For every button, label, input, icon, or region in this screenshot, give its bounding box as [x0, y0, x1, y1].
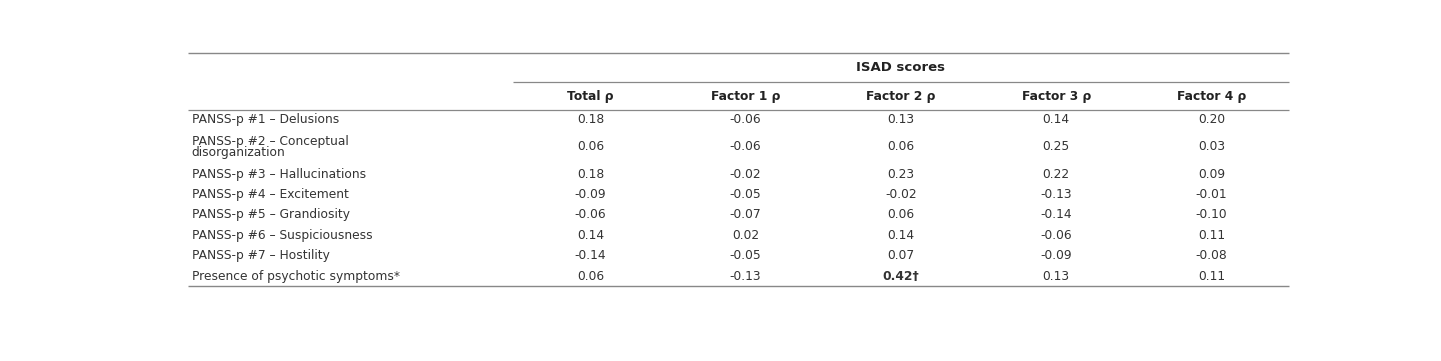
Text: -0.13: -0.13	[729, 270, 761, 283]
Text: 0.42†: 0.42†	[882, 270, 919, 283]
Text: 0.14: 0.14	[1043, 113, 1069, 126]
Text: -0.02: -0.02	[885, 188, 916, 201]
Text: 0.25: 0.25	[1043, 140, 1069, 153]
Text: 0.18: 0.18	[576, 113, 604, 126]
Text: 0.13: 0.13	[1043, 270, 1069, 283]
Text: -0.01: -0.01	[1196, 188, 1228, 201]
Text: 0.06: 0.06	[576, 140, 604, 153]
Text: Presence of psychotic symptoms*: Presence of psychotic symptoms*	[192, 270, 399, 283]
Text: 0.02: 0.02	[732, 229, 759, 242]
Text: PANSS-p #5 – Grandiosity: PANSS-p #5 – Grandiosity	[192, 208, 350, 221]
Text: Factor 3 ρ: Factor 3 ρ	[1022, 90, 1091, 103]
Text: 0.22: 0.22	[1043, 168, 1069, 180]
Text: -0.09: -0.09	[1040, 249, 1072, 262]
Text: -0.06: -0.06	[575, 208, 607, 221]
Text: PANSS-p #6 – Suspiciousness: PANSS-p #6 – Suspiciousness	[192, 229, 372, 242]
Text: PANSS-p #2 – Conceptual: PANSS-p #2 – Conceptual	[192, 135, 349, 148]
Text: -0.09: -0.09	[575, 188, 607, 201]
Text: 0.06: 0.06	[888, 208, 915, 221]
Text: -0.14: -0.14	[575, 249, 607, 262]
Text: 0.11: 0.11	[1197, 270, 1225, 283]
Text: PANSS-p #7 – Hostility: PANSS-p #7 – Hostility	[192, 249, 330, 262]
Text: 0.20: 0.20	[1197, 113, 1225, 126]
Text: PANSS-p #1 – Delusions: PANSS-p #1 – Delusions	[192, 113, 339, 126]
Text: -0.08: -0.08	[1196, 249, 1228, 262]
Text: 0.06: 0.06	[888, 140, 915, 153]
Text: 0.13: 0.13	[888, 113, 915, 126]
Text: -0.13: -0.13	[1040, 188, 1072, 201]
Text: Factor 4 ρ: Factor 4 ρ	[1177, 90, 1246, 103]
Text: 0.14: 0.14	[888, 229, 915, 242]
Text: -0.05: -0.05	[729, 188, 761, 201]
Text: PANSS-p #3 – Hallucinations: PANSS-p #3 – Hallucinations	[192, 168, 366, 180]
Text: 0.09: 0.09	[1197, 168, 1225, 180]
Text: 0.07: 0.07	[888, 249, 915, 262]
Text: disorganization: disorganization	[192, 147, 285, 160]
Text: 0.03: 0.03	[1197, 140, 1225, 153]
Text: 0.23: 0.23	[888, 168, 915, 180]
Text: -0.06: -0.06	[1040, 229, 1072, 242]
Text: -0.06: -0.06	[729, 140, 761, 153]
Text: -0.05: -0.05	[729, 249, 761, 262]
Text: Total ρ: Total ρ	[568, 90, 614, 103]
Text: 0.11: 0.11	[1197, 229, 1225, 242]
Text: 0.06: 0.06	[576, 270, 604, 283]
Text: ISAD scores: ISAD scores	[856, 61, 945, 74]
Text: Factor 1 ρ: Factor 1 ρ	[710, 90, 781, 103]
Text: -0.10: -0.10	[1196, 208, 1228, 221]
Text: Factor 2 ρ: Factor 2 ρ	[866, 90, 935, 103]
Text: -0.07: -0.07	[729, 208, 761, 221]
Text: -0.06: -0.06	[729, 113, 761, 126]
Text: 0.18: 0.18	[576, 168, 604, 180]
Text: 0.14: 0.14	[576, 229, 604, 242]
Text: PANSS-p #4 – Excitement: PANSS-p #4 – Excitement	[192, 188, 349, 201]
Text: -0.02: -0.02	[729, 168, 761, 180]
Text: -0.14: -0.14	[1040, 208, 1072, 221]
